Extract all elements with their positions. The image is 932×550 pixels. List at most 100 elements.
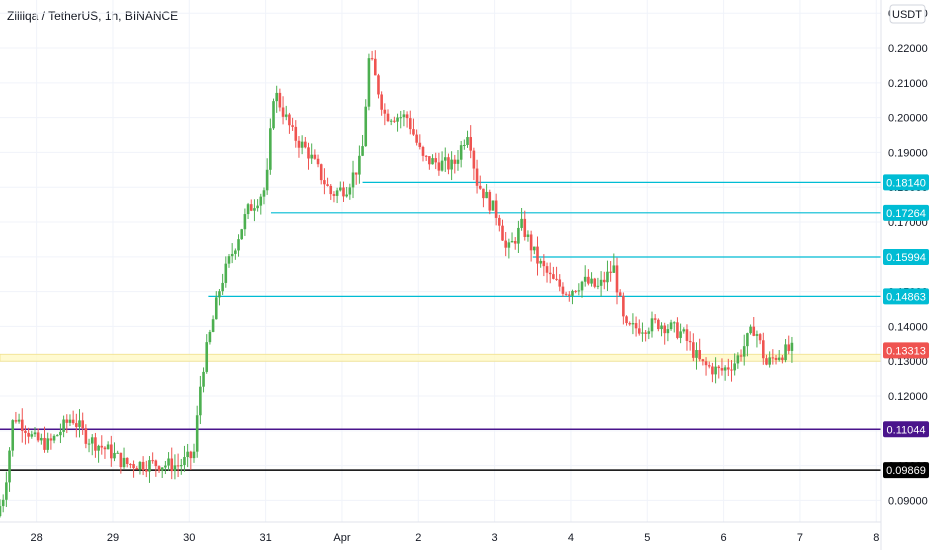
price-tick-label: 0.12000 xyxy=(888,391,928,403)
candle-body xyxy=(641,332,644,334)
candle-body xyxy=(40,437,43,441)
candle-body xyxy=(249,204,253,211)
candle-body xyxy=(332,194,336,196)
candle-body xyxy=(138,461,142,470)
level-price-tag-bg xyxy=(883,421,929,438)
current-price-tag: 0.13313 xyxy=(886,345,926,357)
candle-body xyxy=(345,194,348,197)
candle-body xyxy=(784,344,787,361)
horizontal-level-lines xyxy=(0,181,881,471)
candle-body xyxy=(110,444,113,459)
candle-body xyxy=(771,357,775,359)
candle-body xyxy=(383,109,387,114)
candle-body xyxy=(361,146,364,156)
candle-body xyxy=(186,451,189,458)
candle-body xyxy=(192,451,196,459)
candle-body xyxy=(386,113,390,122)
currency-badge: USDT xyxy=(889,4,926,24)
candle-body xyxy=(68,419,72,423)
candle-body xyxy=(644,332,647,334)
candle-body xyxy=(14,420,18,422)
candle-body xyxy=(552,274,555,279)
level-price-tag-bg xyxy=(883,204,929,221)
level-price-tag: 0.15994 xyxy=(886,252,926,264)
candle-body xyxy=(583,276,587,282)
level-price-tag: 0.11044 xyxy=(887,424,926,436)
candle-body xyxy=(106,444,110,450)
candle-body xyxy=(170,458,174,472)
candle-body xyxy=(195,415,199,452)
candle-body xyxy=(84,428,88,444)
candle-body xyxy=(11,420,15,451)
candle-body xyxy=(297,140,301,148)
candle-body xyxy=(230,253,234,257)
candle-body xyxy=(440,160,444,171)
candle-body xyxy=(81,420,84,429)
candle-body xyxy=(405,114,409,119)
candle-body xyxy=(214,297,218,320)
candle-body xyxy=(723,367,727,371)
candle-body xyxy=(730,369,733,371)
candle-body xyxy=(685,329,689,341)
candle-body xyxy=(727,367,730,370)
candle-body xyxy=(43,437,46,450)
candle-body xyxy=(676,322,679,338)
time-tick-label: 4 xyxy=(568,532,574,544)
candle-body xyxy=(418,142,422,147)
candle-body xyxy=(602,279,606,283)
level-price-tag-bg xyxy=(883,462,929,479)
candle-body xyxy=(777,357,781,360)
candle-body xyxy=(141,461,145,471)
time-tick-label: 31 xyxy=(260,532,272,544)
candle-body xyxy=(714,366,717,375)
candle-body xyxy=(571,290,574,296)
candle-body xyxy=(695,350,698,358)
current-price-tag-bg xyxy=(883,342,929,359)
time-tick-labels: 28 29 30 31 Apr 2 3 4 5 6 7 8 xyxy=(31,532,880,544)
candle-body xyxy=(100,445,104,448)
candle-body xyxy=(154,460,158,467)
candle-body xyxy=(183,457,186,466)
time-tick-label: 2 xyxy=(415,532,421,544)
candle-body xyxy=(701,359,705,362)
candles xyxy=(0,50,794,518)
candle-body xyxy=(682,329,686,332)
candle-body xyxy=(151,460,154,462)
candle-body xyxy=(402,114,406,118)
level-price-tag-bg xyxy=(883,288,929,305)
candle-body xyxy=(437,162,441,171)
candle-body xyxy=(307,147,310,159)
candle-body xyxy=(545,266,549,273)
candle-body xyxy=(548,272,552,275)
candle-body xyxy=(5,482,8,500)
candle-body xyxy=(310,154,313,159)
candle-body xyxy=(281,107,285,117)
candle-body xyxy=(408,118,412,130)
candle-body xyxy=(208,331,212,343)
candle-body xyxy=(55,435,59,437)
candle-body xyxy=(144,470,148,472)
candle-body xyxy=(272,101,275,129)
candle-body xyxy=(189,451,193,459)
candle-body xyxy=(71,419,75,424)
candle-body xyxy=(453,159,457,164)
candle-body xyxy=(243,214,247,230)
level-price-tag-bg xyxy=(883,174,929,191)
candle-body xyxy=(431,158,434,165)
candle-body xyxy=(148,460,151,472)
candle-body xyxy=(119,452,123,468)
candle-body xyxy=(49,438,53,441)
candle-body xyxy=(339,187,342,191)
candle-body xyxy=(424,155,428,157)
candle-body xyxy=(765,358,768,365)
candle-body xyxy=(622,295,625,317)
time-tick-label: Apr xyxy=(333,532,350,544)
candle-body xyxy=(660,325,663,330)
level-price-tag-bg xyxy=(883,249,929,266)
candle-body xyxy=(113,452,116,459)
candle-body xyxy=(199,386,202,416)
candle-body xyxy=(443,157,447,161)
candle-body xyxy=(211,319,215,332)
candle-body xyxy=(246,204,250,215)
